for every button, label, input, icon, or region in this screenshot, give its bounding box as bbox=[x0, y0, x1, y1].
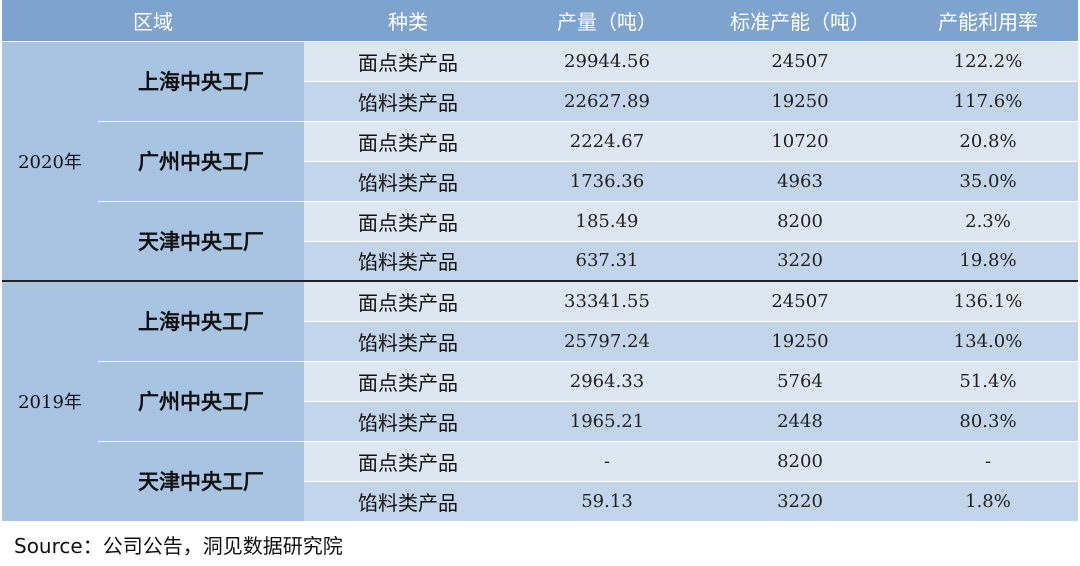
table-row: 广州中央工厂 面点类产品 2964.33 5764 51.4% bbox=[2, 361, 1078, 442]
category-cell: 馅料类产品 bbox=[304, 321, 512, 362]
header-capacity: 标准产能（吨） bbox=[702, 0, 898, 42]
category-cell: 面点类产品 bbox=[304, 201, 512, 242]
capacity-cell: 3220 bbox=[702, 241, 898, 282]
utilization-cell: - bbox=[898, 441, 1078, 482]
capacity-cell: 24507 bbox=[702, 280, 898, 322]
capacity-cell: 3220 bbox=[702, 481, 898, 522]
capacity-cell: 4963 bbox=[702, 161, 898, 202]
table-row: 广州中央工厂 面点类产品 2224.67 10720 20.8% bbox=[2, 121, 1078, 202]
category-cell: 馅料类产品 bbox=[304, 481, 512, 522]
category-cell: 馅料类产品 bbox=[304, 161, 512, 202]
category-cell: 面点类产品 bbox=[304, 121, 512, 162]
capacity-cell: 8200 bbox=[702, 441, 898, 482]
output-cell: 25797.24 bbox=[512, 321, 702, 362]
category-cell: 馅料类产品 bbox=[304, 401, 512, 442]
table-row: 2019年 上海中央工厂 面点类产品 33341.55 24507 136.1% bbox=[2, 280, 1078, 522]
output-cell: - bbox=[512, 441, 702, 482]
table-row: 馅料类产品 1965.21 2448 80.3% bbox=[2, 401, 1078, 442]
header-row: 区域 种类 产量（吨） 标准产能（吨） 产能利用率 bbox=[2, 0, 1078, 42]
factory-cell: 广州中央工厂 bbox=[98, 121, 304, 202]
output-cell: 29944.56 bbox=[512, 41, 702, 82]
output-cell: 59.13 bbox=[512, 481, 702, 522]
capacity-cell: 5764 bbox=[702, 361, 898, 402]
capacity-cell: 8200 bbox=[702, 201, 898, 242]
header-output: 产量（吨） bbox=[512, 0, 702, 42]
utilization-cell: 35.0% bbox=[898, 161, 1078, 202]
factory-cell: 广州中央工厂 bbox=[98, 361, 304, 442]
utilization-cell: 1.8% bbox=[898, 481, 1078, 522]
category-cell: 馅料类产品 bbox=[304, 81, 512, 122]
utilization-cell: 19.8% bbox=[898, 241, 1078, 282]
source-note: Source：公司公告，洞见数据研究院 bbox=[14, 534, 343, 558]
utilization-cell: 117.6% bbox=[898, 81, 1078, 122]
category-cell: 馅料类产品 bbox=[304, 241, 512, 282]
table-row: 天津中央工厂 面点类产品 185.49 8200 2.3% bbox=[2, 201, 1078, 282]
capacity-table: 区域 种类 产量（吨） 标准产能（吨） 产能利用率 2020年 上海中央工厂 面… bbox=[2, 0, 1078, 522]
year-cell: 2019年 bbox=[2, 280, 98, 522]
output-cell: 22627.89 bbox=[512, 81, 702, 122]
output-cell: 637.31 bbox=[512, 241, 702, 282]
utilization-cell: 20.8% bbox=[898, 121, 1078, 162]
utilization-cell: 136.1% bbox=[898, 280, 1078, 322]
output-cell: 2964.33 bbox=[512, 361, 702, 402]
capacity-cell: 19250 bbox=[702, 81, 898, 122]
category-cell: 面点类产品 bbox=[304, 441, 512, 482]
factory-cell: 天津中央工厂 bbox=[98, 441, 304, 522]
output-cell: 2224.67 bbox=[512, 121, 702, 162]
capacity-cell: 2448 bbox=[702, 401, 898, 442]
table-row: 馅料类产品 1736.36 4963 35.0% bbox=[2, 161, 1078, 202]
year-cell: 2020年 bbox=[2, 41, 98, 282]
table-row: 馅料类产品 22627.89 19250 117.6% bbox=[2, 81, 1078, 122]
utilization-cell: 122.2% bbox=[898, 41, 1078, 82]
table-row: 2020年 上海中央工厂 面点类产品 29944.56 24507 122.2% bbox=[2, 41, 1078, 282]
category-cell: 面点类产品 bbox=[304, 41, 512, 82]
header-utilization: 产能利用率 bbox=[898, 0, 1078, 42]
table-row: 天津中央工厂 面点类产品 - 8200 - bbox=[2, 441, 1078, 522]
utilization-cell: 134.0% bbox=[898, 321, 1078, 362]
utilization-cell: 51.4% bbox=[898, 361, 1078, 402]
factory-cell: 上海中央工厂 bbox=[98, 280, 304, 362]
output-cell: 185.49 bbox=[512, 201, 702, 242]
category-cell: 面点类产品 bbox=[304, 361, 512, 402]
category-cell: 面点类产品 bbox=[304, 280, 512, 322]
capacity-cell: 24507 bbox=[702, 41, 898, 82]
factory-cell: 天津中央工厂 bbox=[98, 201, 304, 282]
table-row: 馅料类产品 637.31 3220 19.8% bbox=[2, 241, 1078, 282]
table-row: 馅料类产品 59.13 3220 1.8% bbox=[2, 481, 1078, 522]
output-cell: 1736.36 bbox=[512, 161, 702, 202]
header-category: 种类 bbox=[304, 0, 512, 42]
output-cell: 33341.55 bbox=[512, 280, 702, 322]
capacity-cell: 19250 bbox=[702, 321, 898, 362]
capacity-cell: 10720 bbox=[702, 121, 898, 162]
utilization-cell: 2.3% bbox=[898, 201, 1078, 242]
utilization-cell: 80.3% bbox=[898, 401, 1078, 442]
table-row: 馅料类产品 25797.24 19250 134.0% bbox=[2, 321, 1078, 362]
output-cell: 1965.21 bbox=[512, 401, 702, 442]
factory-cell: 上海中央工厂 bbox=[98, 41, 304, 122]
header-region: 区域 bbox=[2, 0, 304, 42]
